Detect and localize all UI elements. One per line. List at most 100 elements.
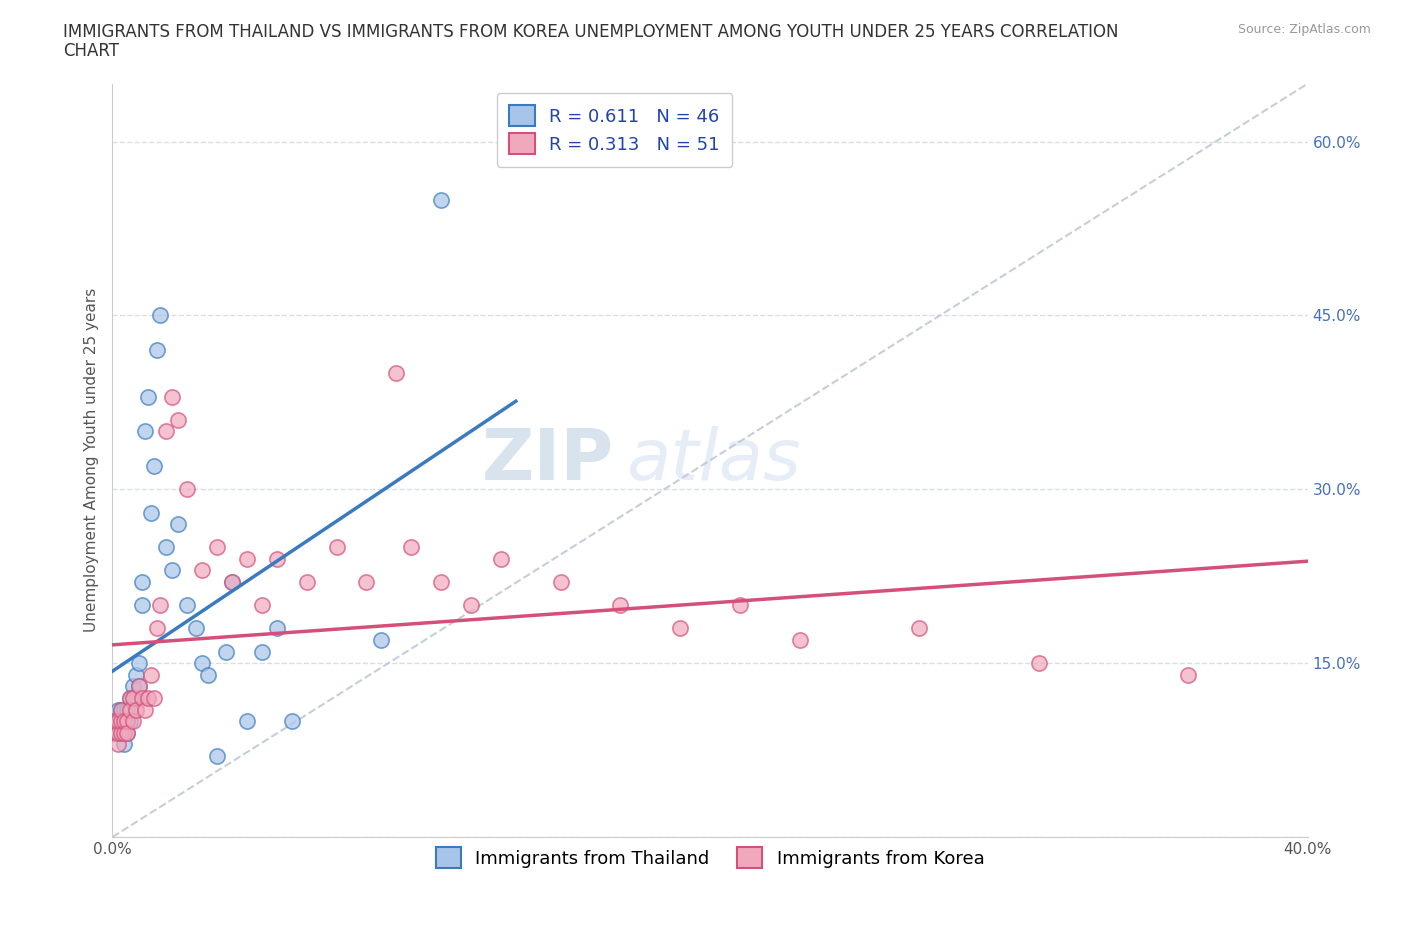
Point: [162, 563, 183, 578]
Point: [120, 690, 142, 705]
Point: [117, 725, 139, 740]
Point: [197, 668, 219, 683]
Point: [176, 482, 198, 497]
Point: [104, 713, 127, 728]
Point: [131, 575, 153, 590]
Point: [110, 702, 132, 717]
Point: [221, 575, 243, 590]
Point: [138, 690, 160, 705]
Point: [401, 539, 423, 554]
Point: [104, 713, 127, 728]
Point: [162, 389, 183, 404]
Point: [134, 702, 156, 717]
Point: [114, 702, 135, 717]
Point: [356, 575, 378, 590]
Point: [385, 366, 408, 381]
Point: [908, 621, 931, 636]
Text: IMMIGRANTS FROM THAILAND VS IMMIGRANTS FROM KOREA UNEMPLOYMENT AMONG YOUTH UNDER: IMMIGRANTS FROM THAILAND VS IMMIGRANTS F…: [63, 23, 1119, 41]
Point: [122, 690, 145, 705]
Point: [550, 575, 572, 590]
Point: [149, 598, 172, 613]
Point: [460, 598, 482, 613]
Legend: Immigrants from Thailand, Immigrants from Korea: Immigrants from Thailand, Immigrants fro…: [423, 834, 997, 881]
Point: [117, 713, 139, 728]
Point: [221, 575, 243, 590]
Point: [430, 575, 453, 590]
Point: [120, 702, 142, 717]
Point: [122, 713, 145, 728]
Point: [146, 621, 169, 636]
Point: [122, 690, 145, 705]
Point: [107, 725, 129, 740]
Point: [117, 713, 139, 728]
Text: ZIP: ZIP: [482, 426, 614, 495]
Point: [149, 308, 172, 323]
Point: [789, 632, 811, 647]
Point: [281, 713, 304, 728]
Point: [167, 412, 190, 427]
Point: [107, 725, 129, 740]
Point: [186, 621, 208, 636]
Text: CHART: CHART: [63, 42, 120, 60]
Point: [609, 598, 631, 613]
Point: [122, 679, 145, 694]
Point: [110, 702, 132, 717]
Point: [120, 690, 142, 705]
Point: [191, 656, 214, 671]
Point: [146, 343, 169, 358]
Text: atlas: atlas: [627, 426, 801, 495]
Point: [205, 539, 228, 554]
Point: [728, 598, 751, 613]
Point: [669, 621, 692, 636]
Point: [155, 424, 177, 439]
Point: [125, 690, 148, 705]
Y-axis label: Unemployment Among Youth under 25 years: Unemployment Among Youth under 25 years: [84, 288, 100, 632]
Point: [215, 644, 238, 659]
Point: [191, 563, 214, 578]
Point: [110, 713, 132, 728]
Point: [107, 713, 129, 728]
Point: [250, 644, 273, 659]
Point: [125, 702, 148, 717]
Point: [141, 668, 163, 683]
Point: [117, 725, 139, 740]
Point: [134, 424, 156, 439]
Point: [167, 517, 190, 532]
Point: [143, 690, 166, 705]
Point: [107, 737, 129, 751]
Point: [110, 725, 132, 740]
Point: [110, 725, 132, 740]
Point: [104, 725, 127, 740]
Point: [430, 193, 453, 207]
Point: [325, 539, 347, 554]
Point: [114, 713, 135, 728]
Point: [266, 621, 288, 636]
Point: [120, 713, 142, 728]
Point: [110, 713, 132, 728]
Point: [107, 702, 129, 717]
Point: [114, 737, 135, 751]
Point: [236, 551, 259, 566]
Point: [489, 551, 512, 566]
Point: [138, 389, 160, 404]
Point: [1028, 656, 1050, 671]
Point: [143, 458, 166, 473]
Point: [117, 702, 139, 717]
Point: [128, 679, 150, 694]
Point: [131, 690, 153, 705]
Point: [266, 551, 288, 566]
Point: [250, 598, 273, 613]
Point: [176, 598, 198, 613]
Point: [107, 713, 129, 728]
Point: [131, 598, 153, 613]
Point: [205, 749, 228, 764]
Point: [114, 713, 135, 728]
Point: [1177, 668, 1199, 683]
Point: [128, 679, 150, 694]
Point: [236, 713, 259, 728]
Point: [141, 505, 163, 520]
Point: [370, 632, 392, 647]
Point: [104, 725, 127, 740]
Point: [155, 539, 177, 554]
Text: Source: ZipAtlas.com: Source: ZipAtlas.com: [1237, 23, 1371, 36]
